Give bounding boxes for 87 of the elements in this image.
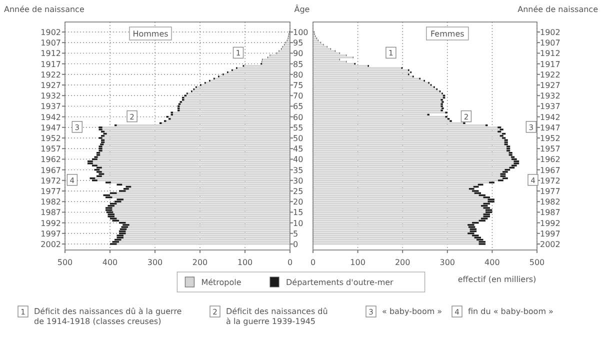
y-tick-label: 70 <box>293 92 304 101</box>
y2-tick-label: 1987 <box>40 208 61 218</box>
y-tick-label: 65 <box>293 102 304 112</box>
y-tick-label: 2002 <box>540 240 560 249</box>
x-axis-title: effectif (en milliers) <box>458 275 536 284</box>
y-tick-label: 1927 <box>540 81 560 90</box>
y-tick-label: 1917 <box>540 60 560 69</box>
y2-tick-label: 1907 <box>40 38 61 48</box>
y2-tick-label: 1977 <box>40 187 61 196</box>
y2-tick-label: 1922 <box>40 70 61 80</box>
y-tick-label: 10 <box>293 218 304 228</box>
y-tick-label: 15 <box>293 208 304 218</box>
y2-tick-label: 1912 <box>40 49 61 58</box>
y-tick-label: 1957 <box>540 144 560 154</box>
y-tick-label: 1932 <box>540 92 560 101</box>
text: Déficit des naissances dû à la guerre de 1914-1918 (classes creuses) <box>34 307 182 326</box>
y-tick-label: 100 <box>293 28 308 37</box>
y-tick-label: 30 <box>293 176 304 186</box>
y-tick-label: 95 <box>293 38 304 48</box>
y2-tick-label: 1997 <box>40 229 61 238</box>
y2-tick-label: 1917 <box>40 60 61 69</box>
y-tick-label: 1907 <box>540 38 560 48</box>
x-tick-label: 100 <box>237 258 253 267</box>
y2-tick-label: 1937 <box>40 102 61 112</box>
text: Déficit des naissances dû à la guerre 1939-1945 <box>226 307 328 326</box>
x-tick-label: 500 <box>529 258 545 267</box>
x-tick-label: 100 <box>350 258 366 267</box>
y2-tick-label: 1952 <box>40 134 61 143</box>
y2-tick-label: 1902 <box>40 28 61 37</box>
y-tick-label: 1902 <box>540 28 560 37</box>
x-tick-label: 0 <box>310 258 316 267</box>
y-tick-label: 1912 <box>540 49 560 58</box>
y2-tick-label: 1982 <box>40 198 61 207</box>
y2-tick-label: 1967 <box>40 166 61 175</box>
y-tick-label: 1937 <box>540 102 560 112</box>
y-tick-label: 40 <box>293 155 304 164</box>
y2-tick-label: 1992 <box>40 218 61 228</box>
y2-tick-label: 1962 <box>40 155 61 164</box>
y-tick-label: 1922 <box>540 70 560 80</box>
y-tick-label: 1947 <box>540 123 560 132</box>
y2-tick-label: 1972 <box>40 176 61 186</box>
y-tick-label: 1982 <box>540 198 560 207</box>
y-tick-label: 80 <box>293 70 304 80</box>
y-tick-label: 1952 <box>540 134 560 143</box>
y-tick-label: 90 <box>293 49 304 58</box>
y-tick-label: 35 <box>293 166 304 175</box>
x-tick-label: 400 <box>102 258 118 267</box>
y-axis-title: Année de naissance <box>518 5 598 14</box>
x-tick-label: 0 <box>287 258 293 267</box>
y-tick-label: 1967 <box>540 166 560 175</box>
y2-tick-label: 1932 <box>40 92 61 101</box>
y-tick-label: 1977 <box>540 187 560 196</box>
y2-tick-label: 1957 <box>40 144 61 154</box>
y-tick-label: 60 <box>293 112 304 122</box>
y-tick-label: 55 <box>293 123 304 132</box>
y-tick-label: 1972 <box>540 176 560 186</box>
legend-label: Départements d'outre-mer <box>286 278 394 287</box>
y-tick-label: 1987 <box>540 208 560 218</box>
x-tick-label: 400 <box>484 258 500 267</box>
y2-tick-label: 1927 <box>40 81 61 90</box>
text: Hommes <box>132 30 168 38</box>
legend-label: Métropole <box>201 278 242 287</box>
y-tick-label: 1997 <box>540 229 560 238</box>
y-tick-label: 1962 <box>540 155 560 164</box>
y-tick-label: 50 <box>293 134 304 143</box>
y-tick-label: 1992 <box>540 218 560 228</box>
x-tick-label: 300 <box>440 258 456 267</box>
x-tick-label: 200 <box>394 258 410 267</box>
y-tick-label: 25 <box>293 187 304 196</box>
y2-axis-title: Année de naissance <box>4 5 84 14</box>
y-tick-label: 75 <box>293 81 304 90</box>
y2-tick-label: 1947 <box>40 123 61 132</box>
y-tick-label: 5 <box>293 229 298 238</box>
x-tick-label: 500 <box>57 258 73 267</box>
text: « baby-boom » <box>382 307 442 316</box>
y-tick-label: 20 <box>293 198 304 207</box>
y2-tick-label: 2002 <box>40 240 61 249</box>
x-tick-label: 300 <box>147 258 163 267</box>
x-tick-label: 200 <box>192 258 208 267</box>
y-tick-label: 45 <box>293 144 304 154</box>
y-tick-label: 0 <box>293 240 298 249</box>
y-tick-label: 85 <box>293 60 304 69</box>
y2-tick-label: 1942 <box>40 112 61 122</box>
text: fin du « baby-boom » <box>468 307 554 316</box>
y-axis-title: Âge <box>294 4 310 14</box>
text: Femmes <box>430 30 464 38</box>
y-tick-label: 1942 <box>540 112 560 122</box>
